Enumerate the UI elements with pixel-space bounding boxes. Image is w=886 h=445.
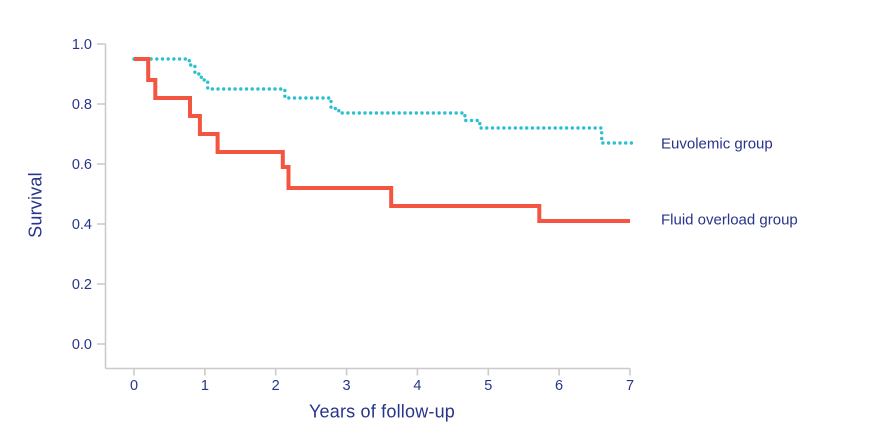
x-tick-label: 3 [343, 378, 351, 394]
legend-fluid-overload-group-label: Fluid overload group [661, 211, 798, 229]
legend-euvolemic-group-label: Euvolemic group [661, 135, 773, 153]
x-tick-label: 2 [272, 378, 280, 394]
x-axis-title: Years of follow-up [308, 401, 456, 422]
x-tick-label: 7 [626, 378, 634, 394]
y-tick-label: 0.0 [72, 337, 92, 353]
y-tick-label: 0.4 [72, 217, 92, 233]
x-tick-label: 6 [555, 378, 563, 394]
y-tick-label: 0.8 [72, 97, 92, 113]
y-tick-label: 0.6 [72, 157, 92, 173]
y-axis-title: Survival [25, 172, 46, 238]
x-tick-label: 4 [413, 378, 421, 394]
x-tick-label: 1 [201, 378, 209, 394]
fluid-overload-group-curve [134, 57, 630, 223]
y-tick-label: 0.2 [72, 277, 92, 293]
x-tick-label: 0 [130, 378, 138, 394]
y-tick-label: 1.0 [72, 37, 92, 53]
euvolemic-group-curve [132, 57, 636, 145]
x-tick-label: 5 [484, 378, 492, 394]
